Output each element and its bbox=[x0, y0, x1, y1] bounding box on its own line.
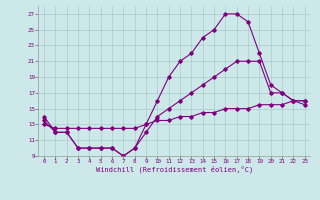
X-axis label: Windchill (Refroidissement éolien,°C): Windchill (Refroidissement éolien,°C) bbox=[96, 166, 253, 173]
